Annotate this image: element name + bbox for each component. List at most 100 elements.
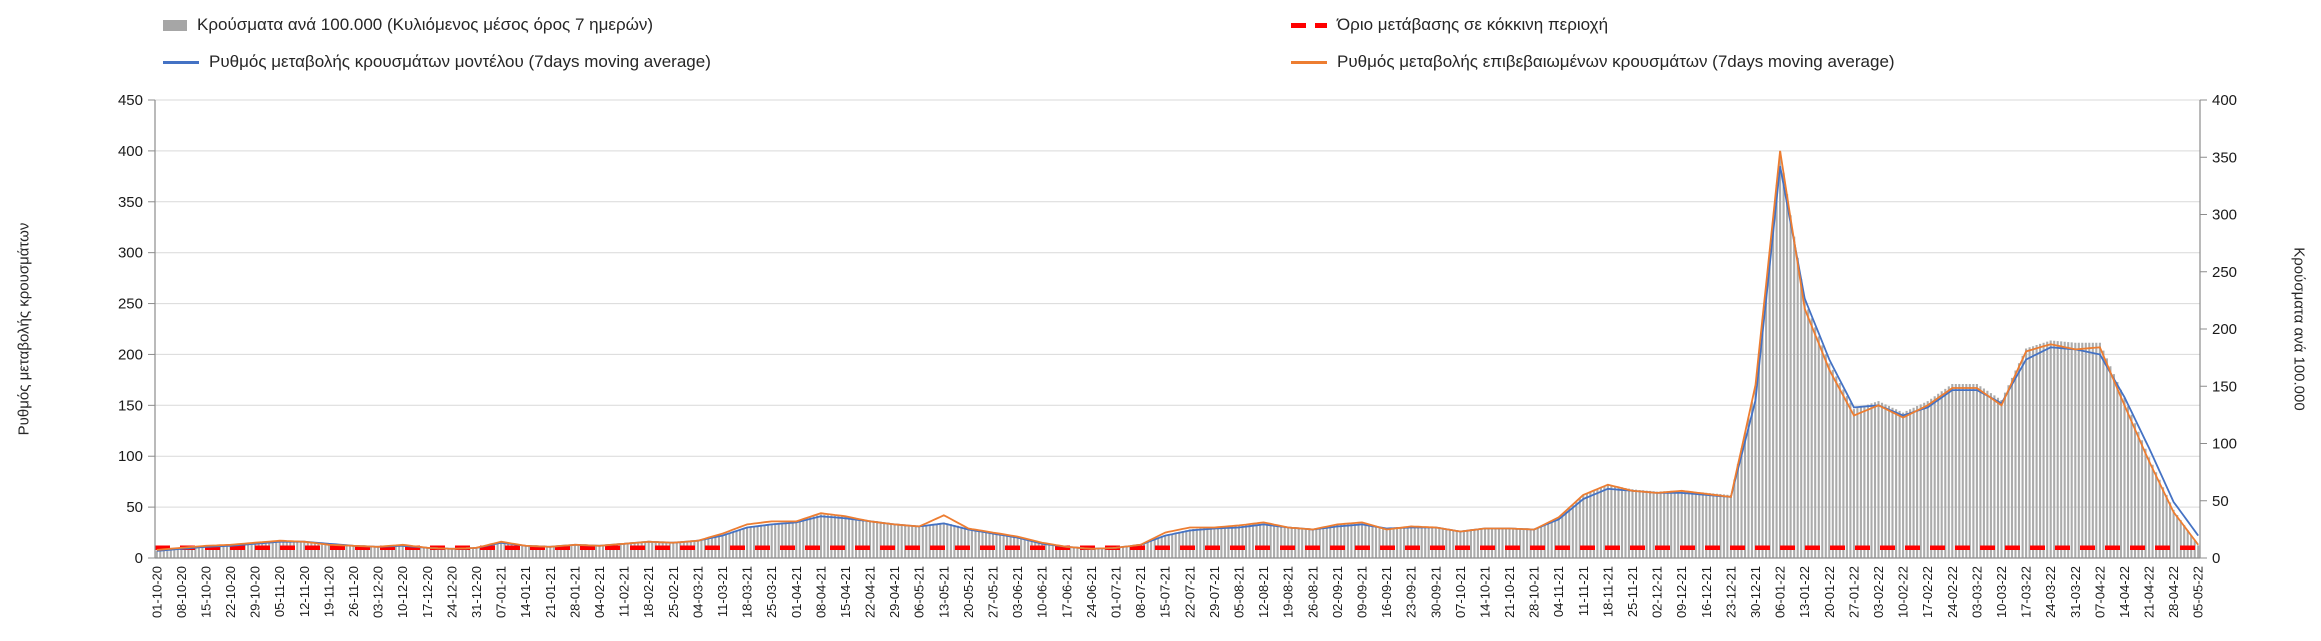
svg-text:28-10-21: 28-10-21	[1527, 566, 1542, 618]
svg-text:13-01-22: 13-01-22	[1797, 566, 1812, 618]
svg-text:03-06-21: 03-06-21	[1010, 566, 1025, 618]
svg-text:0: 0	[2212, 550, 2220, 567]
svg-text:27-01-22: 27-01-22	[1846, 566, 1861, 618]
svg-text:10-12-20: 10-12-20	[395, 566, 410, 618]
svg-text:23-09-21: 23-09-21	[1404, 566, 1419, 618]
svg-text:19-11-20: 19-11-20	[321, 566, 336, 617]
svg-text:15-07-21: 15-07-21	[1158, 566, 1173, 618]
svg-text:08-04-21: 08-04-21	[813, 566, 828, 618]
svg-text:02-12-21: 02-12-21	[1650, 566, 1665, 618]
svg-text:300: 300	[118, 245, 143, 262]
svg-text:20-01-22: 20-01-22	[1822, 566, 1837, 618]
svg-text:27-05-21: 27-05-21	[986, 566, 1001, 618]
svg-text:05-08-21: 05-08-21	[1232, 566, 1247, 618]
left-axis-tick-labels: 0 50 100 150 200 250 300 350 400 450	[118, 92, 155, 567]
svg-text:08-10-20: 08-10-20	[174, 566, 189, 618]
svg-text:14-04-22: 14-04-22	[2117, 566, 2132, 618]
svg-text:22-04-21: 22-04-21	[863, 566, 878, 618]
confirmed-rate-line	[156, 150, 2199, 551]
svg-text:400: 400	[2212, 92, 2237, 109]
svg-text:15-04-21: 15-04-21	[838, 566, 853, 618]
svg-text:05-05-22: 05-05-22	[2191, 566, 2206, 618]
svg-text:24-02-22: 24-02-22	[1945, 566, 1960, 618]
legend-item-cases-per-100k: Κρούσματα ανά 100.000 (Κυλιόμενος μέσος …	[163, 13, 653, 37]
svg-text:250: 250	[118, 296, 143, 313]
svg-text:28-01-21: 28-01-21	[567, 566, 582, 618]
svg-text:04-02-21: 04-02-21	[592, 566, 607, 618]
legend-label-red-threshold: Όριο μετάβασης σε κόκκινη περιοχή	[1337, 15, 1609, 34]
svg-text:200: 200	[2212, 321, 2237, 338]
svg-text:02-09-21: 02-09-21	[1330, 566, 1345, 618]
svg-text:29-10-20: 29-10-20	[248, 566, 263, 618]
svg-text:04-03-21: 04-03-21	[690, 566, 705, 618]
svg-text:28-04-22: 28-04-22	[2166, 566, 2181, 618]
svg-text:03-02-22: 03-02-22	[1871, 566, 1886, 618]
svg-text:18-03-21: 18-03-21	[740, 566, 755, 618]
svg-text:200: 200	[118, 346, 143, 363]
right-axis-tick-labels: 0 50 100 150 200 250 300 350 400	[2200, 92, 2237, 567]
svg-text:30-12-21: 30-12-21	[1748, 566, 1763, 618]
svg-text:21-01-21: 21-01-21	[543, 566, 558, 618]
legend-label-model-rate: Ρυθμός μεταβολής κρουσμάτων μοντέλου (7d…	[209, 52, 711, 71]
svg-text:06-01-22: 06-01-22	[1773, 566, 1788, 618]
svg-text:09-12-21: 09-12-21	[1674, 566, 1689, 618]
svg-text:19-08-21: 19-08-21	[1281, 566, 1296, 618]
svg-text:03-03-22: 03-03-22	[1969, 566, 1984, 618]
legend-label-cases-per-100k: Κρούσματα ανά 100.000 (Κυλιόμενος μέσος …	[197, 15, 654, 34]
legend-item-model-rate: Ρυθμός μεταβολής κρουσμάτων μοντέλου (7d…	[163, 50, 711, 74]
svg-text:250: 250	[2212, 264, 2237, 281]
svg-text:01-07-21: 01-07-21	[1109, 566, 1124, 618]
svg-text:25-03-21: 25-03-21	[764, 566, 779, 618]
svg-text:30-09-21: 30-09-21	[1428, 566, 1443, 618]
svg-text:24-12-20: 24-12-20	[444, 566, 459, 618]
svg-text:12-08-21: 12-08-21	[1256, 566, 1271, 618]
svg-text:150: 150	[2212, 378, 2237, 395]
svg-text:10-02-22: 10-02-22	[1896, 566, 1911, 618]
svg-text:0: 0	[135, 550, 143, 567]
svg-text:10-03-22: 10-03-22	[1994, 566, 2009, 618]
svg-text:18-11-21: 18-11-21	[1600, 566, 1615, 617]
svg-text:50: 50	[126, 499, 143, 516]
svg-text:07-01-21: 07-01-21	[494, 566, 509, 618]
legend-item-red-threshold: Όριο μετάβασης σε κόκκινη περιοχή	[1291, 13, 1608, 37]
svg-text:20-05-21: 20-05-21	[961, 566, 976, 618]
svg-text:17-03-22: 17-03-22	[2019, 566, 2034, 618]
svg-text:01-10-20: 01-10-20	[149, 566, 164, 618]
svg-text:17-12-20: 17-12-20	[420, 566, 435, 618]
svg-text:24-06-21: 24-06-21	[1084, 566, 1099, 618]
svg-text:07-10-21: 07-10-21	[1453, 566, 1468, 618]
svg-text:10-06-21: 10-06-21	[1035, 566, 1050, 618]
svg-text:17-06-21: 17-06-21	[1059, 566, 1074, 618]
svg-text:150: 150	[118, 397, 143, 414]
svg-text:14-01-21: 14-01-21	[518, 566, 533, 618]
cases-per-100k-bars	[155, 151, 2200, 558]
svg-text:25-11-21: 25-11-21	[1625, 566, 1640, 617]
svg-text:12-11-20: 12-11-20	[297, 566, 312, 617]
svg-text:11-02-21: 11-02-21	[617, 566, 632, 617]
gridlines	[155, 99, 2200, 508]
svg-text:24-03-22: 24-03-22	[2043, 566, 2058, 618]
svg-text:50: 50	[2212, 493, 2229, 510]
svg-text:11-03-21: 11-03-21	[715, 566, 730, 617]
svg-text:01-04-21: 01-04-21	[789, 566, 804, 618]
svg-text:05-11-20: 05-11-20	[272, 566, 287, 617]
svg-text:03-12-20: 03-12-20	[371, 566, 386, 618]
svg-text:14-10-21: 14-10-21	[1478, 566, 1493, 618]
svg-text:13-05-21: 13-05-21	[936, 566, 951, 618]
svg-text:21-10-21: 21-10-21	[1502, 566, 1517, 618]
svg-text:350: 350	[118, 194, 143, 211]
svg-text:22-10-20: 22-10-20	[223, 566, 238, 618]
svg-text:07-04-22: 07-04-22	[2092, 566, 2107, 618]
svg-text:100: 100	[2212, 436, 2237, 453]
svg-text:06-05-21: 06-05-21	[912, 566, 927, 618]
svg-text:18-02-21: 18-02-21	[641, 566, 656, 618]
svg-text:15-10-20: 15-10-20	[198, 566, 213, 618]
dashed-line-swatch-icon	[1291, 22, 1327, 28]
svg-text:31-03-22: 31-03-22	[2068, 566, 2083, 618]
svg-text:29-04-21: 29-04-21	[887, 566, 902, 618]
svg-text:350: 350	[2212, 149, 2237, 166]
svg-text:25-02-21: 25-02-21	[666, 566, 681, 618]
svg-text:11-11-21: 11-11-21	[1576, 566, 1591, 616]
bar-swatch-icon	[163, 19, 187, 31]
svg-text:22-07-21: 22-07-21	[1182, 566, 1197, 618]
